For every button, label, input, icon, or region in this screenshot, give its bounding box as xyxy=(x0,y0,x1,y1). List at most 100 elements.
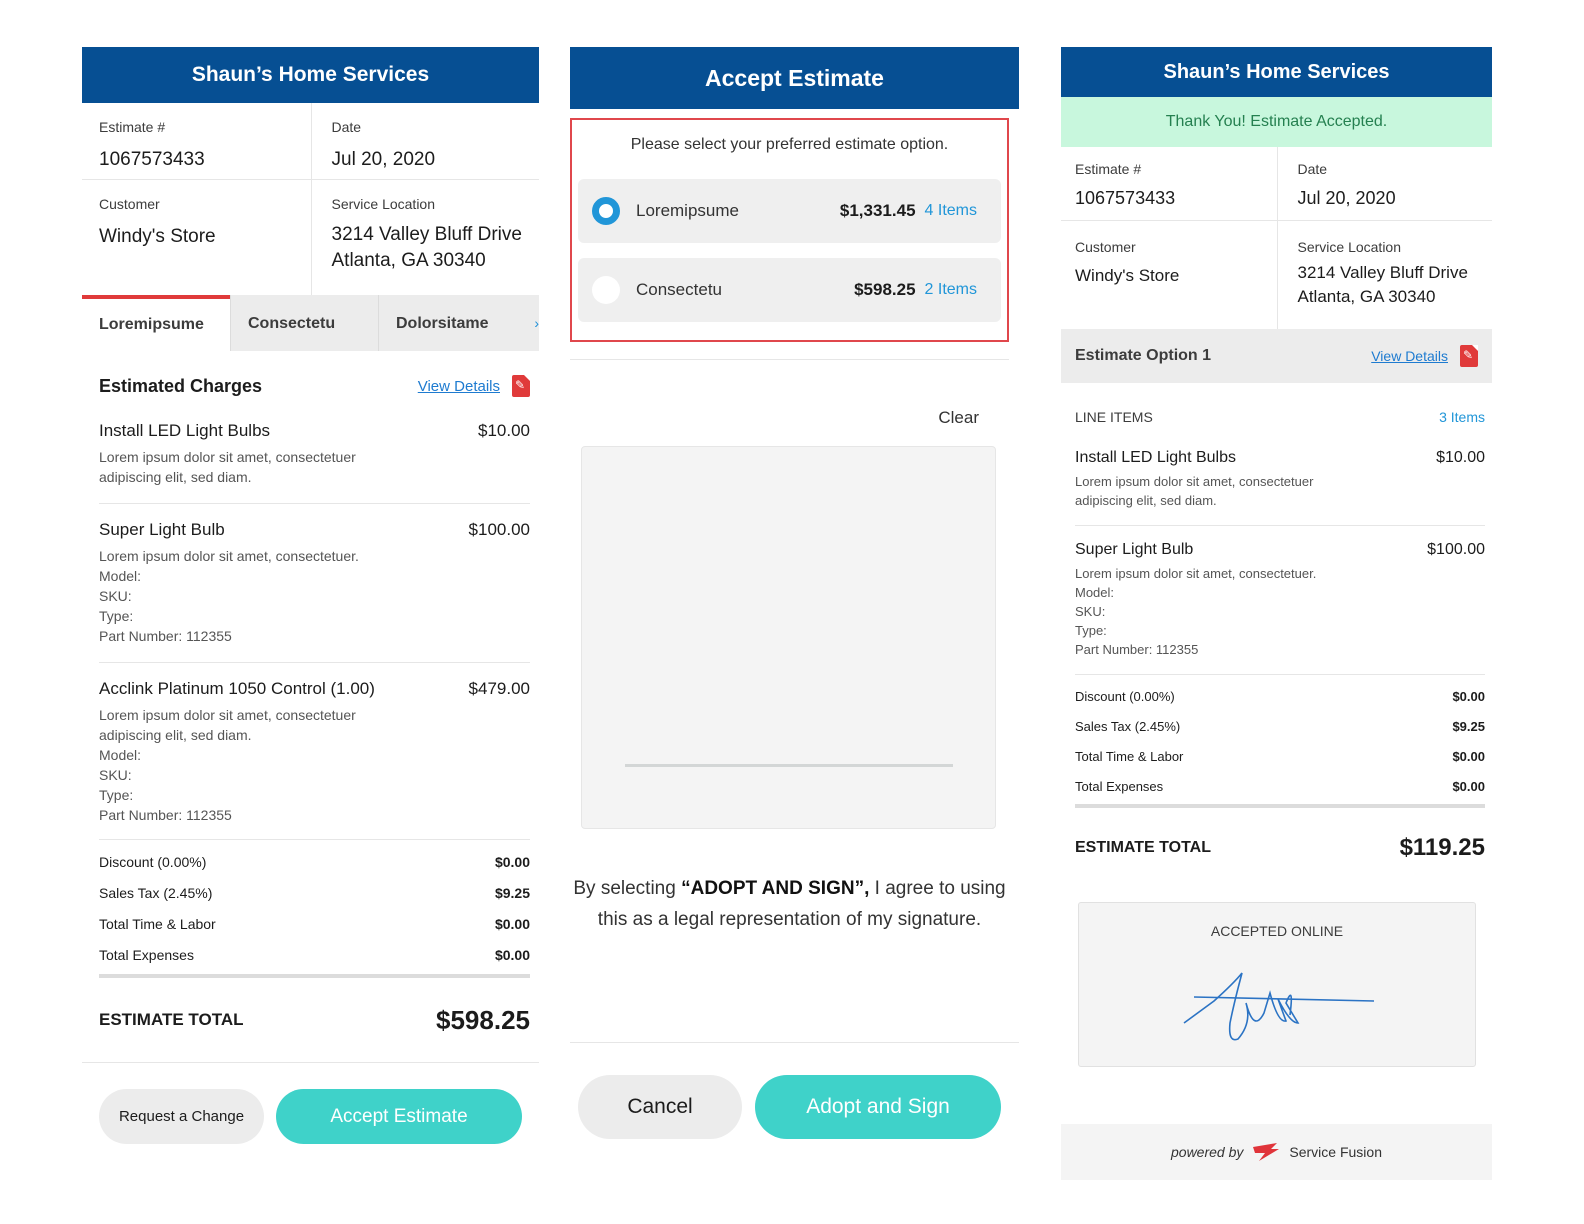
accept-estimate-button[interactable]: Accept Estimate xyxy=(276,1089,522,1144)
legal-suffix: I agree to using xyxy=(869,878,1006,899)
section-title: Estimated Charges xyxy=(99,375,263,396)
summary-amount: $9.25 xyxy=(494,885,530,901)
line-item-price: $100.00 xyxy=(468,520,530,539)
radio-unselected-icon[interactable] xyxy=(592,276,620,304)
summary: Discount (0.00%) $0.00 Sales Tax (2.45%)… xyxy=(1061,675,1492,804)
view-details-link[interactable]: View Details xyxy=(418,375,530,397)
header-title: Accept Estimate xyxy=(570,47,1019,109)
summary-label: Total Time & Labor xyxy=(1075,749,1184,764)
estimate-total-row: ESTIMATE TOTAL $598.25 xyxy=(99,978,530,1062)
estimate-total-amount: $598.25 xyxy=(436,1004,530,1035)
customer-label: Customer xyxy=(1075,239,1136,255)
estimate-option-header: Estimate Option 1 View Details xyxy=(1061,329,1492,383)
summary-label: Discount (0.00%) xyxy=(1075,689,1175,704)
estimate-info-row: Estimate # 1067573433 Date Jul 20, 2020 xyxy=(1061,147,1492,221)
signature-pad[interactable] xyxy=(581,446,996,829)
accepted-online-label: ACCEPTED ONLINE xyxy=(1210,923,1344,939)
line-items-count[interactable]: 3 Items xyxy=(1439,409,1485,425)
location-cell: Service Location 3214 Valley Bluff Drive… xyxy=(1276,221,1493,329)
option-loremipsume[interactable]: Loremipsume $1,331.45 4 Items xyxy=(578,179,1001,243)
tab-dolorsitame[interactable]: Dolorsitame xyxy=(378,295,526,351)
option-price: $598.25 xyxy=(854,280,916,299)
legal-line2: this as a legal representation of my sig… xyxy=(597,909,982,930)
summary-label: Total Time & Labor xyxy=(99,916,216,932)
line-item-top: Acclink Platinum 1050 Control (1.00) $47… xyxy=(99,679,530,699)
summary-row: Total Expenses $0.00 xyxy=(1075,779,1485,804)
location-line2: Atlanta, GA 30340 xyxy=(331,250,486,271)
customer-label: Customer xyxy=(99,196,160,212)
legal-text: By selecting “ADOPT AND SIGN”, I agree t… xyxy=(570,873,1009,935)
line-item-price: $10.00 xyxy=(1436,449,1485,466)
line-item-name: Install LED Light Bulbs xyxy=(1075,449,1236,466)
option-title: Estimate Option 1 xyxy=(1075,347,1212,364)
pdf-icon[interactable] xyxy=(512,375,530,397)
divider xyxy=(1075,804,1485,808)
line-item-desc: Lorem ipsum dolor sit amet, consectetuer… xyxy=(99,707,356,823)
estimate-number-cell: Estimate # 1067573433 xyxy=(1061,147,1277,220)
legal-line1: By selecting “ADOPT AND SIGN”, I agree t… xyxy=(570,873,1009,904)
date-label: Date xyxy=(331,119,362,135)
option-items[interactable]: 4 Items xyxy=(924,202,977,219)
customer-info-row: Customer Windy's Store Service Location … xyxy=(82,180,539,295)
line-item-price: $10.00 xyxy=(478,421,530,440)
estimate-number: 1067573433 xyxy=(1075,188,1176,208)
line-item-desc: Lorem ipsum dolor sit amet, consectetuer… xyxy=(99,548,359,644)
clear-button[interactable]: Clear xyxy=(938,408,979,427)
footer: powered by Service Fusion xyxy=(1061,1124,1492,1180)
customer-cell: Customer Windy's Store xyxy=(82,180,311,295)
header-title: Shaun’s Home Services xyxy=(82,47,539,103)
option-items[interactable]: 2 Items xyxy=(924,281,977,298)
divider xyxy=(570,1042,1019,1043)
cancel-button[interactable]: Cancel xyxy=(578,1075,742,1139)
summary-label: Discount (0.00%) xyxy=(99,854,207,870)
summary-amount: $0.00 xyxy=(1452,689,1485,704)
date-cell: Date Jul 20, 2020 xyxy=(1276,147,1493,220)
summary-row: Total Expenses $0.00 xyxy=(99,947,530,974)
line-items-header: LINE ITEMS 3 Items xyxy=(1075,409,1485,425)
tab-consectetu[interactable]: Consectetu xyxy=(230,295,378,351)
estimate-option-selector: Please select your preferred estimate op… xyxy=(570,118,1009,342)
customer-cell: Customer Windy's Store xyxy=(1061,221,1277,329)
location-line1: 3214 Valley Bluff Drive xyxy=(331,224,522,245)
chevron-right-icon[interactable]: › xyxy=(526,295,539,351)
summary-row: Total Time & Labor $0.00 xyxy=(1075,749,1485,779)
request-change-button[interactable]: Request a Change xyxy=(99,1089,264,1144)
line-item: Super Light Bulb $100.00 Lorem ipsum dol… xyxy=(99,504,530,663)
line-item-top: Install LED Light Bulbs $10.00 xyxy=(1075,449,1485,467)
summary-row: Sales Tax (2.45%) $9.25 xyxy=(1075,719,1485,749)
summary-row: Total Time & Labor $0.00 xyxy=(99,916,530,947)
service-fusion-logo-icon xyxy=(1253,1143,1280,1161)
pdf-icon[interactable] xyxy=(1460,345,1478,367)
option-tabs: Loremipsume Consectetu Dolorsitame › xyxy=(82,295,539,351)
view-details-link[interactable]: View Details xyxy=(1371,345,1478,367)
estimate-number: 1067573433 xyxy=(99,149,205,170)
line-item-price: $100.00 xyxy=(1427,541,1485,558)
option-price: $1,331.45 xyxy=(839,201,916,220)
divider xyxy=(570,359,1009,360)
customer-info-row: Customer Windy's Store Service Location … xyxy=(1061,221,1492,329)
legal-prefix: By selecting xyxy=(573,878,682,899)
option-prompt: Please select your preferred estimate op… xyxy=(630,136,949,153)
line-item: Install LED Light Bulbs $10.00 Lorem ips… xyxy=(99,421,530,504)
date-value: Jul 20, 2020 xyxy=(1297,188,1396,208)
radio-selected-icon[interactable] xyxy=(592,197,620,225)
summary-amount: $0.00 xyxy=(494,916,530,932)
location-label: Service Location xyxy=(1297,239,1402,255)
line-item-name: Super Light Bulb xyxy=(1075,541,1194,558)
adopt-and-sign-button[interactable]: Adopt and Sign xyxy=(755,1075,1001,1139)
location-cell: Service Location 3214 Valley Bluff Drive… xyxy=(310,180,540,295)
summary-row: Sales Tax (2.45%) $9.25 xyxy=(99,885,530,916)
estimate-number-label: Estimate # xyxy=(99,119,166,135)
summary: Discount (0.00%) $0.00 Sales Tax (2.45%)… xyxy=(82,840,539,974)
estimate-total-amount: $119.25 xyxy=(1399,834,1485,861)
summary-label: Sales Tax (2.45%) xyxy=(99,885,213,901)
view-details-label[interactable]: View Details xyxy=(1371,348,1448,364)
customer-value: Windy's Store xyxy=(99,226,216,247)
signature-underline xyxy=(1193,996,1375,1002)
summary-amount: $0.00 xyxy=(1452,749,1485,764)
brand-name: Service Fusion xyxy=(1289,1144,1382,1160)
estimate-total-label: ESTIMATE TOTAL xyxy=(1075,839,1211,856)
option-consectetu[interactable]: Consectetu $598.25 2 Items xyxy=(578,258,1001,322)
tab-loremipsume[interactable]: Loremipsume xyxy=(82,295,230,351)
view-details-label[interactable]: View Details xyxy=(417,377,500,395)
